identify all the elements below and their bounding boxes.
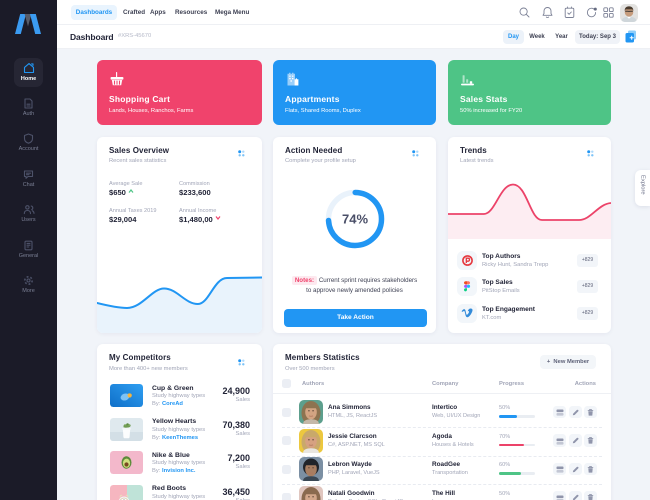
svg-text:74%: 74% [342, 212, 368, 227]
